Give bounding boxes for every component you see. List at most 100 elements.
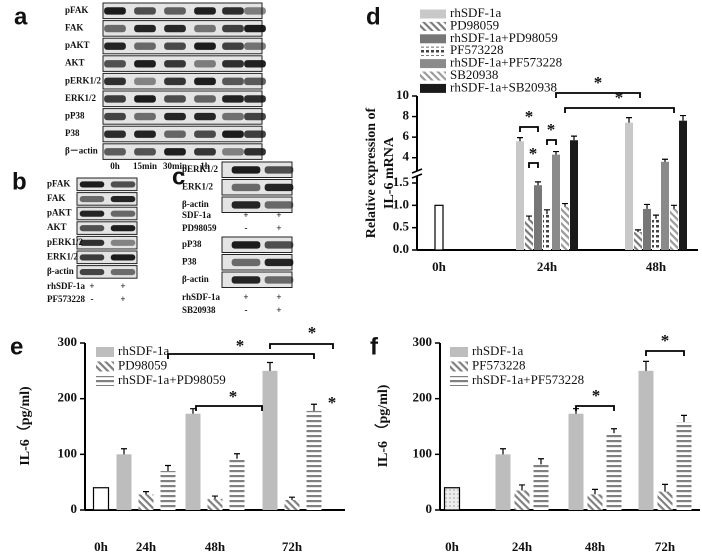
condition-sign: - <box>245 223 248 233</box>
blot-band <box>264 241 294 249</box>
blot-band <box>222 148 244 156</box>
panel-label: e <box>10 333 23 360</box>
axis-break <box>411 168 423 174</box>
significance-bracket <box>546 139 557 145</box>
condition-sign: - <box>245 305 248 315</box>
blot-band <box>134 24 156 33</box>
blot-row-label: β-actin <box>182 274 209 284</box>
legend-label: rhSDF-1a+PD98059 <box>118 372 226 387</box>
blot-row-label: AKT <box>47 222 67 232</box>
blot-band <box>104 95 126 103</box>
error-bar <box>289 496 295 500</box>
lane-label: 0h <box>110 161 120 171</box>
panel-label: a <box>14 3 28 30</box>
significance-bracket <box>167 353 315 359</box>
blot-band <box>79 181 105 188</box>
blot-row-label: pFAK <box>65 5 88 15</box>
significance-bracket <box>645 350 685 356</box>
bar <box>160 471 176 510</box>
blot-row-label: pP38 <box>65 110 85 120</box>
significance-star: * <box>525 107 534 126</box>
error-bar <box>121 448 127 455</box>
blot-band <box>164 42 186 50</box>
blot-band <box>264 258 294 267</box>
blot-band <box>110 225 136 232</box>
blot-band <box>134 148 156 156</box>
blot-band <box>222 77 244 86</box>
legend-swatch <box>420 83 446 93</box>
blot-band <box>134 95 156 103</box>
blot-band <box>79 239 105 246</box>
blot-row-label: ERK1/2 <box>182 181 214 191</box>
bar <box>568 413 584 510</box>
error-bar <box>500 448 506 455</box>
y-tick-label: 200 <box>58 390 78 405</box>
legend-swatch <box>450 347 468 357</box>
blot-band <box>164 95 186 103</box>
blot-band <box>164 77 186 86</box>
legend-swatch <box>420 9 446 19</box>
error-bar <box>592 488 598 495</box>
bar <box>625 122 633 250</box>
blot-band <box>244 112 266 121</box>
x-tick-label: 72h <box>655 539 676 552</box>
x-tick-label: 24h <box>136 539 157 552</box>
blot-band <box>244 130 266 138</box>
y-tick-label: 0.5 <box>393 219 410 234</box>
legend-swatch <box>420 71 446 81</box>
error-bar <box>544 209 550 215</box>
blot-band <box>134 130 156 138</box>
bar <box>606 433 622 510</box>
bar <box>679 120 687 250</box>
error-bar <box>662 483 668 492</box>
blot-band <box>222 95 244 103</box>
blot-band <box>110 254 136 261</box>
error-bar <box>267 361 273 371</box>
x-tick-label: 48h <box>205 539 226 552</box>
condition-sign: + <box>120 281 125 291</box>
significance-bracket <box>564 107 675 113</box>
significance-star: * <box>615 88 624 107</box>
blot-band <box>79 210 105 217</box>
blot-row-label: pERK1/2 <box>47 237 84 247</box>
condition-label: rhSDF-1a <box>47 281 85 291</box>
x-tick-label: 48h <box>585 539 606 552</box>
error-bar <box>143 491 149 495</box>
blot-row-label: β-actin <box>182 199 209 209</box>
blot-band <box>231 166 261 174</box>
blot-row-label: ERK1/2 <box>47 251 79 261</box>
blot-band <box>164 112 186 121</box>
error-bar <box>681 414 687 423</box>
condition-label: SB20938 <box>182 305 216 315</box>
bar <box>207 498 223 510</box>
blot-row-label: pERK1/2 <box>65 75 102 85</box>
error-bar <box>526 215 532 220</box>
error-bar <box>644 203 650 209</box>
significance-star: * <box>661 331 670 350</box>
error-bar <box>671 204 677 209</box>
blot-band <box>194 7 216 15</box>
legend-swatch <box>420 34 446 44</box>
condition-label: SDF-1a <box>182 210 211 220</box>
bar <box>434 204 444 251</box>
y-axis-label: IL-6 （pg/ml) <box>375 384 391 467</box>
x-tick-label: 72h <box>282 539 303 552</box>
legend-swatch <box>96 376 114 386</box>
bar <box>552 154 560 250</box>
y-tick-label: 100 <box>58 445 78 460</box>
blot-band <box>244 77 266 86</box>
x-tick-label: 48h <box>646 259 667 274</box>
error-bar <box>234 453 240 459</box>
error-bar <box>571 135 577 141</box>
blot-band <box>134 42 156 50</box>
x-tick-label: 0h <box>445 539 460 552</box>
bar <box>543 214 551 250</box>
blot-band <box>194 24 216 33</box>
blot-band <box>222 7 244 15</box>
error-bar <box>538 458 544 465</box>
bar <box>495 454 511 510</box>
condition-label: PD98059 <box>182 223 217 233</box>
blot-row-label: P38 <box>65 128 80 138</box>
blot-band <box>164 24 186 33</box>
blot-row-label: β－actin <box>65 146 98 156</box>
